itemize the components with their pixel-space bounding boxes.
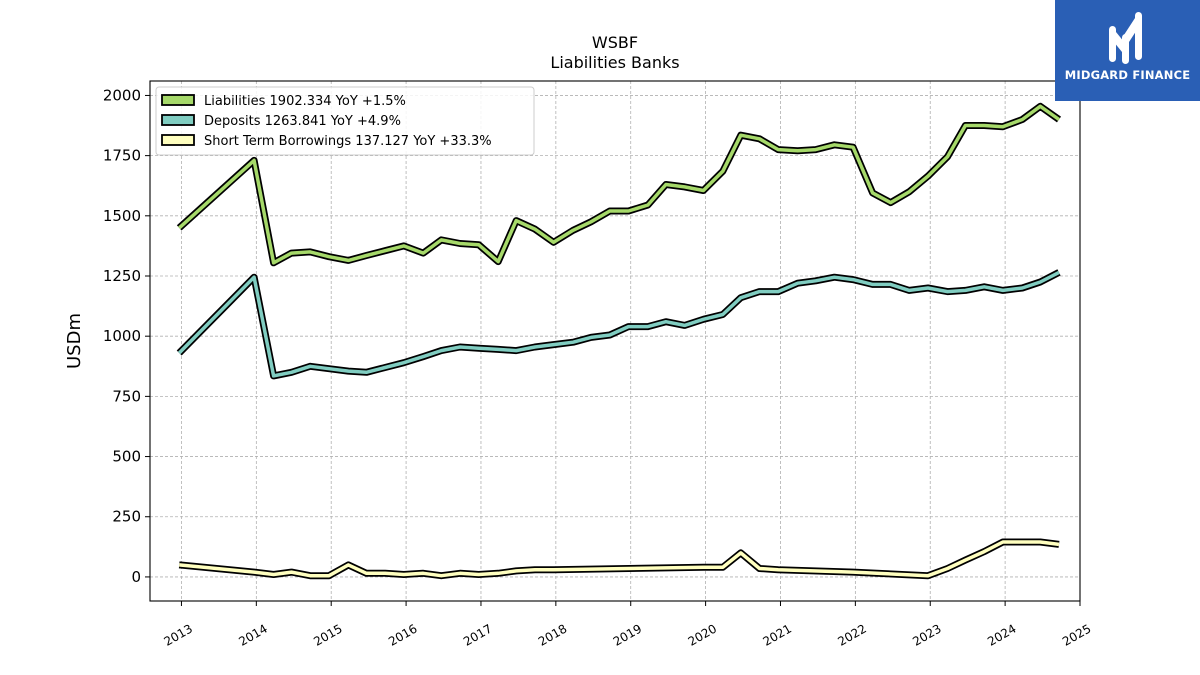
x-tick-label: 2018 <box>536 621 569 648</box>
legend-swatch <box>161 134 195 146</box>
x-tick-label: 2022 <box>835 621 868 648</box>
y-axis-label: USDm <box>64 313 85 369</box>
x-tick-label: 2015 <box>311 621 344 648</box>
x-tick-label: 2014 <box>236 621 269 648</box>
x-tick-label: 2024 <box>985 621 1018 648</box>
legend-entry: Liabilities 1902.334 YoY +1.5% <box>204 94 406 109</box>
midgard-logo-icon <box>1109 12 1142 64</box>
logo-text: MIDGARD FINANCE <box>1064 68 1191 82</box>
y-tick-label: 0 <box>131 568 141 586</box>
chart-subtitle: Liabilities Banks <box>550 53 680 72</box>
legend: Liabilities 1902.334 YoY +1.5% Deposits 1… <box>155 86 535 156</box>
y-tick-label: 1500 <box>103 207 141 225</box>
series-line <box>178 104 1061 265</box>
x-tick-label: 2016 <box>386 621 419 648</box>
x-tick-label: 2025 <box>1060 621 1093 648</box>
y-tick-label: 1250 <box>103 267 141 285</box>
series-line <box>179 540 1060 578</box>
legend-entry: Deposits 1263.841 YoY +4.9% <box>204 114 401 129</box>
x-tick-label: 2019 <box>611 621 644 648</box>
y-tick-label: 250 <box>112 508 141 526</box>
x-tick-label: 2020 <box>686 621 719 648</box>
x-tick-label: 2017 <box>461 621 494 648</box>
y-tick-label: 1750 <box>103 147 141 165</box>
y-tick-label: 1000 <box>103 327 141 345</box>
series-outline <box>178 538 1060 580</box>
plot-frame <box>149 80 1081 602</box>
x-tick-label: 2023 <box>910 621 943 648</box>
series-line <box>177 270 1060 378</box>
x-tick-label: 2021 <box>761 621 794 648</box>
y-tick-label: 750 <box>112 387 141 405</box>
y-tick-label: 500 <box>112 448 141 466</box>
legend-entry: Short Term Borrowings 137.127 YoY +33.3% <box>204 134 492 149</box>
y-tick-label: 2000 <box>103 86 141 104</box>
brand-logo: MIDGARD FINANCE <box>1055 0 1200 101</box>
legend-swatch <box>161 94 195 106</box>
legend-box <box>155 86 535 156</box>
chart-title: WSBF <box>591 33 639 52</box>
x-tick-label: 2013 <box>161 621 194 648</box>
legend-swatch <box>161 114 195 126</box>
